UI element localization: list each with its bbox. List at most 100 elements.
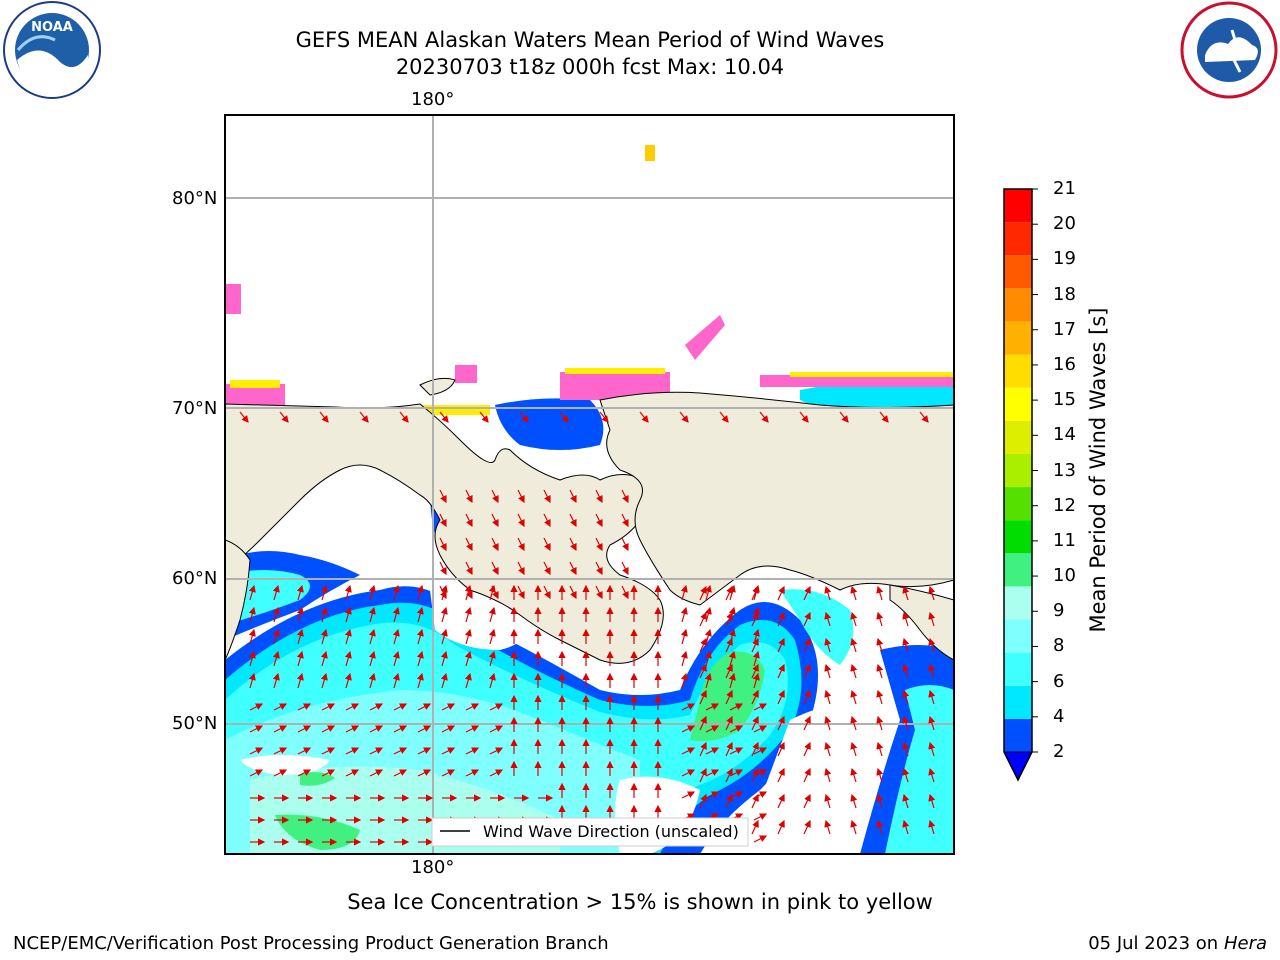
wave-direction-arrow: [824, 689, 832, 705]
wave-direction-arrow: [803, 663, 811, 679]
wave-direction-arrow: [439, 585, 447, 600]
wave-direction-arrow: [321, 769, 336, 777]
colorbar-segment: [1004, 387, 1032, 421]
wave-direction-arrow: [876, 689, 884, 705]
map-frame: [224, 114, 955, 855]
wave-direction-arrow: [488, 672, 496, 689]
wave-direction-arrow: [902, 819, 910, 835]
wave-direction-arrow: [543, 513, 551, 528]
colorbar-frame: [1003, 188, 1033, 782]
wave-direction-arrow: [519, 411, 529, 423]
wave-direction-arrow: [272, 606, 280, 623]
wave-direction-arrow: [344, 584, 352, 601]
wave-direction-arrow: [803, 689, 811, 705]
wave-direction-arrow: [441, 747, 456, 755]
wave-direction-arrow: [440, 606, 448, 623]
wave-direction-arrow: [699, 611, 707, 627]
wave-direction-arrow: [465, 747, 480, 755]
wave-direction-arrow: [850, 689, 858, 705]
wave-direction-arrow: [681, 747, 696, 755]
wave-direction-arrow: [320, 650, 328, 667]
wave-direction-arrow: [902, 637, 910, 653]
colorbar-tick-label: 18: [1053, 283, 1076, 305]
wave-direction-arrow: [488, 650, 496, 667]
wave-direction-arrow: [824, 663, 832, 679]
colorbar-tick-label: 2: [1053, 741, 1065, 762]
gridlines: [225, 115, 954, 854]
wave-direction-arrow: [879, 411, 889, 423]
wave-direction-arrow: [803, 741, 811, 757]
wave-direction-arrow: [543, 537, 551, 552]
lat-label-80: 80°N: [172, 188, 218, 209]
wave-direction-arrow: [876, 585, 884, 601]
wave-direction-arrow: [704, 672, 712, 689]
wave-direction-arrow: [416, 606, 424, 623]
wave-direction-arrow: [928, 793, 936, 809]
wave-direction-arrow: [928, 585, 936, 601]
wave-direction-arrow: [777, 585, 785, 601]
wave-direction-arrow: [621, 561, 629, 576]
wave-direction-arrow: [440, 628, 448, 645]
wave-direction-arrow: [369, 747, 384, 755]
wave-direction-arrow: [928, 767, 936, 783]
wave-direction-arrow: [729, 725, 744, 733]
wave-direction-arrow: [928, 611, 936, 627]
colorbar-segment: [1004, 453, 1032, 488]
colorbar-tick-label: 13: [1053, 459, 1076, 481]
wave-direction-arrow: [249, 769, 264, 777]
title-line-2: 20230703 t18z 000h fcst Max: 10.04: [395, 55, 785, 79]
wave-direction-arrow: [621, 537, 629, 552]
wave-direction-arrow: [488, 606, 496, 623]
wave-direction-arrow: [777, 715, 785, 731]
wave-direction-arrow: [902, 611, 910, 627]
wave-direction-arrow: [704, 650, 712, 667]
wave-direction-arrow: [876, 767, 884, 783]
wave-direction-arrow: [850, 585, 858, 601]
wave-direction-arrow: [803, 715, 811, 731]
wave-direction-arrow: [751, 767, 759, 783]
wave-direction-arrow: [464, 672, 472, 689]
wave-direction-arrow: [902, 585, 910, 601]
wave-direction-arrow: [439, 537, 447, 552]
wave-direction-arrow: [751, 663, 759, 679]
wave-direction-arrow: [753, 835, 768, 843]
wave-direction-arrow: [417, 725, 432, 733]
wave-direction-arrow: [751, 611, 759, 627]
wave-direction-arrow: [876, 637, 884, 653]
wave-direction-arrow: [699, 637, 707, 653]
wave-direction-arrow: [464, 628, 472, 645]
wave-direction-arrow: [595, 561, 603, 576]
wave-direction-arrow: [279, 411, 289, 423]
wave-direction-arrow: [728, 672, 736, 689]
wave-direction-arrow: [850, 611, 858, 627]
wave-direction-arrow: [297, 725, 312, 733]
wave-direction-arrow: [321, 747, 336, 755]
wave-direction-arrow: [699, 793, 707, 809]
wave-direction-arrow: [850, 819, 858, 835]
wave-direction-arrow: [393, 703, 408, 711]
colorbar-tick-label: 8: [1053, 635, 1065, 657]
wave-direction-arrow: [569, 513, 577, 528]
wave-direction-arrow: [517, 489, 525, 504]
colorbar: [1003, 188, 1038, 782]
wave-direction-arrow: [345, 769, 360, 777]
wave-direction-arrow: [416, 628, 424, 645]
colorbar-tick-label: 16: [1053, 353, 1076, 375]
colorbar-tick-label: 12: [1053, 494, 1076, 516]
wave-direction-arrow: [680, 672, 688, 689]
wave-direction-arrow: [777, 741, 785, 757]
wave-direction-arrow: [464, 650, 472, 667]
wave-direction-arrow: [344, 606, 352, 623]
wave-direction-arrow: [464, 606, 472, 623]
wave-direction-arrow: [680, 628, 688, 645]
wave-direction-arrow: [850, 637, 858, 653]
wave-direction-arrow: [441, 769, 456, 777]
colorbar-segment: [1004, 685, 1032, 719]
wave-direction-arrow: [751, 715, 759, 731]
wave-direction-arrow: [777, 637, 785, 653]
wave-direction-arrow: [777, 767, 785, 783]
wave-direction-arrow: [368, 584, 376, 601]
wave-direction-arrow: [729, 703, 744, 711]
wave-direction-arrow: [297, 769, 312, 777]
wave-direction-arrow: [272, 672, 280, 689]
